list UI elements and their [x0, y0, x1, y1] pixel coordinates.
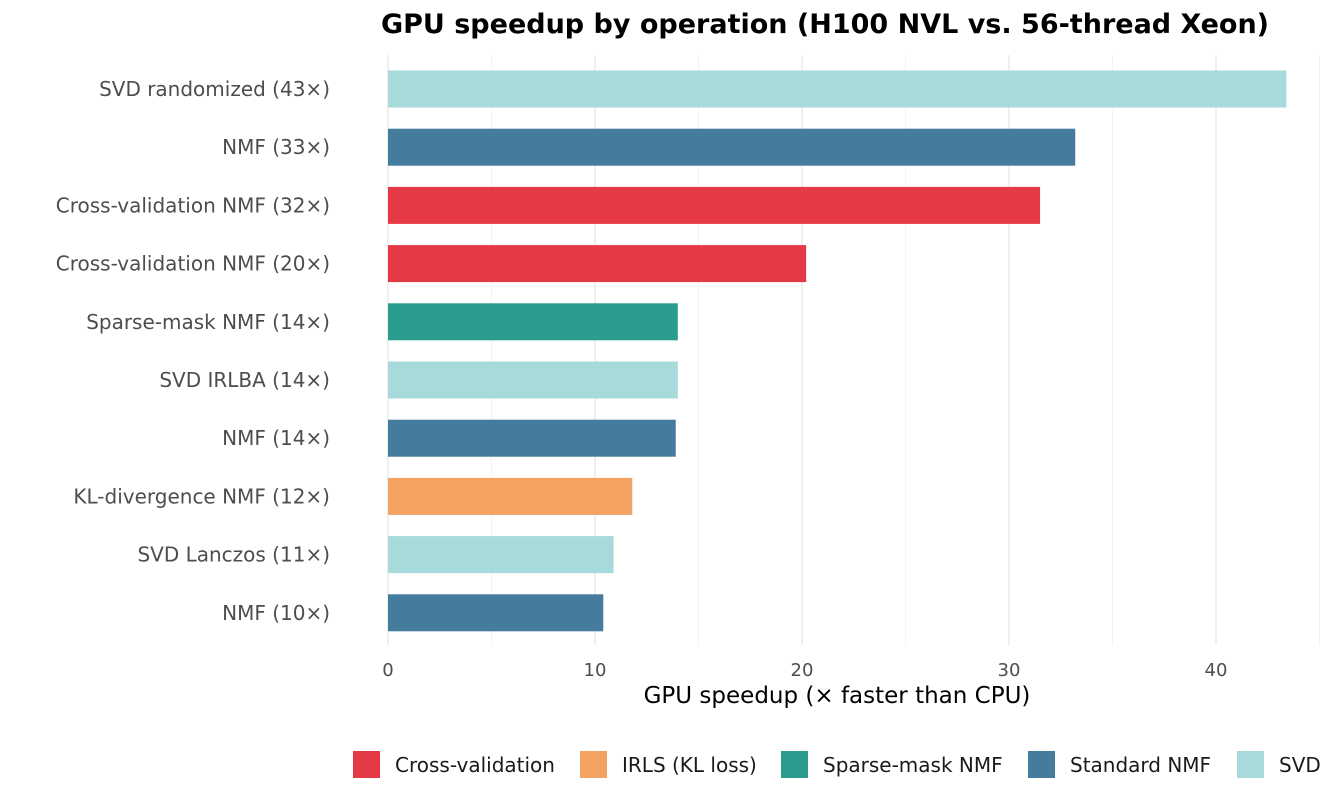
y-tick-label: Sparse-mask NMF (14×)	[86, 310, 330, 334]
bar	[388, 186, 1041, 224]
bars	[388, 70, 1287, 632]
y-tick-label: Cross-validation NMF (20×)	[56, 252, 330, 276]
chart-title: GPU speedup by operation (H100 NVL vs. 5…	[381, 9, 1269, 40]
bar	[388, 594, 604, 632]
legend-label: Cross-validation	[395, 753, 555, 777]
legend: Cross-validation IRLS (KL loss) Sparse-mas…	[353, 751, 1321, 778]
y-tick-label: NMF (14×)	[222, 426, 330, 450]
y-tick-label: SVD IRLBA (14×)	[159, 368, 330, 392]
bar	[388, 536, 614, 574]
bar	[388, 128, 1076, 166]
legend-label: IRLS (KL loss)	[622, 753, 757, 777]
x-axis-ticks: 0 10 20 30 40	[382, 660, 1227, 681]
y-tick-label: KL-divergence NMF (12×)	[73, 484, 330, 508]
x-tick-label: 30	[998, 660, 1021, 681]
legend-label: Sparse-mask NMF	[823, 753, 1003, 777]
bar	[388, 361, 678, 399]
legend-swatch	[781, 751, 808, 778]
legend-label: SVD	[1279, 753, 1321, 777]
y-tick-label: SVD Lanczos (11×)	[137, 543, 330, 567]
legend-swatch	[1237, 751, 1264, 778]
bar	[388, 245, 807, 283]
y-tick-label: NMF (33×)	[222, 135, 330, 159]
bar	[388, 303, 678, 341]
bar	[388, 419, 676, 457]
y-tick-label: SVD randomized (43×)	[99, 77, 330, 101]
x-axis-label: GPU speedup (× faster than CPU)	[644, 683, 1031, 709]
legend-swatch	[353, 751, 380, 778]
x-tick-label: 0	[382, 660, 393, 681]
y-tick-label: Cross-validation NMF (32×)	[56, 193, 330, 217]
x-tick-label: 10	[584, 660, 607, 681]
bar	[388, 70, 1287, 108]
y-axis-labels: SVD randomized (43×) NMF (33×) Cross-valid…	[56, 77, 330, 625]
legend-swatch	[580, 751, 607, 778]
x-tick-label: 20	[791, 660, 814, 681]
x-tick-label: 40	[1205, 660, 1228, 681]
legend-label: Standard NMF	[1070, 753, 1211, 777]
y-tick-label: NMF (10×)	[222, 601, 330, 625]
bar	[388, 477, 633, 515]
legend-swatch	[1028, 751, 1055, 778]
